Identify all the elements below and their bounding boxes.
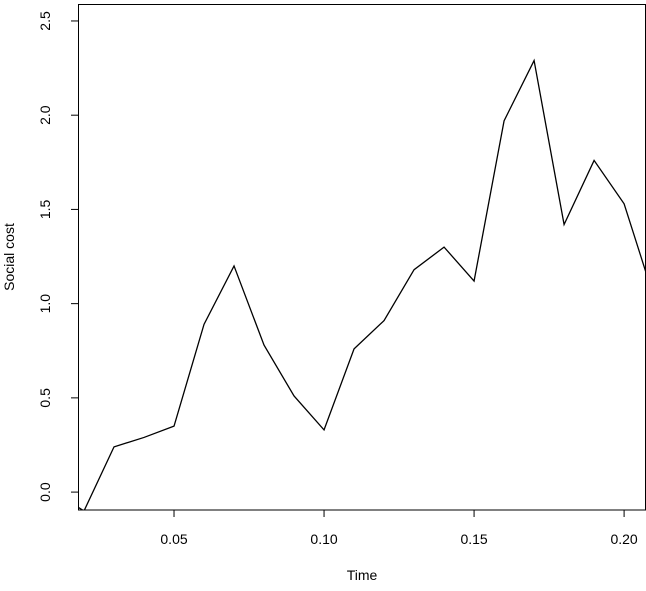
y-tick-label: 0.0 <box>37 482 53 502</box>
y-tick-label: 0.5 <box>37 388 53 408</box>
y-tick-label: 1.5 <box>37 199 53 219</box>
x-tick-label: 0.15 <box>460 531 487 547</box>
data-line <box>78 58 646 510</box>
y-tick-label: 2.5 <box>37 11 53 31</box>
y-axis-title: Social cost <box>1 223 17 291</box>
x-tick-label: 0.05 <box>160 531 187 547</box>
x-axis-title: Time <box>347 567 378 583</box>
plot-box <box>78 4 646 511</box>
x-tick-label: 0.10 <box>310 531 337 547</box>
y-tick-label: 1.0 <box>37 294 53 314</box>
y-tick-label: 2.0 <box>37 105 53 125</box>
x-tick-label: 0.20 <box>610 531 637 547</box>
